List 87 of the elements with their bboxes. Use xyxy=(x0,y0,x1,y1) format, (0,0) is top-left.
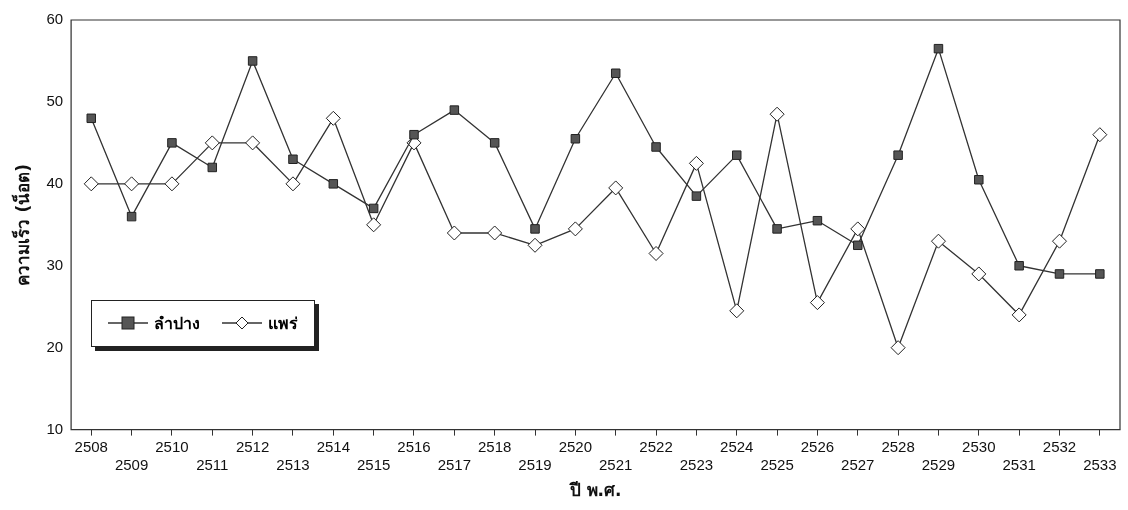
point xyxy=(487,225,503,241)
point xyxy=(285,176,301,192)
x-tick-label: 2514 xyxy=(316,437,350,455)
point xyxy=(1014,261,1024,271)
x-tick-label: 2521 xyxy=(599,455,633,473)
point xyxy=(204,135,220,151)
x-tick-label: 2517 xyxy=(437,455,472,473)
x-tick-label: 2518 xyxy=(478,437,512,455)
point xyxy=(527,237,543,253)
y-tick-label: 10 xyxy=(46,419,64,437)
point xyxy=(83,176,99,192)
point xyxy=(124,176,140,192)
x-tick-label: 2510 xyxy=(155,437,189,455)
point xyxy=(974,175,984,185)
x-tick-label: 2520 xyxy=(558,437,593,455)
legend-label: ลำปาง xyxy=(154,312,201,335)
point xyxy=(1011,307,1027,323)
point xyxy=(164,176,180,192)
point xyxy=(1092,127,1108,143)
y-axis-title: ความเร็ว (น็อต) xyxy=(10,164,33,286)
point xyxy=(971,266,987,282)
point xyxy=(933,43,944,54)
x-tick-label: 2527 xyxy=(841,455,875,473)
x-tick-label: 2512 xyxy=(235,437,270,455)
x-tick-label: 2528 xyxy=(881,437,915,455)
x-tick-label: 2515 xyxy=(356,455,391,473)
point xyxy=(409,129,419,140)
point xyxy=(691,191,702,201)
x-tick-label: 2531 xyxy=(1002,455,1036,473)
y-tick-label: 50 xyxy=(46,92,64,110)
point xyxy=(890,340,906,356)
x-tick-label: 2533 xyxy=(1083,455,1117,473)
point xyxy=(530,224,540,234)
point xyxy=(245,135,261,151)
point xyxy=(449,105,460,115)
point xyxy=(570,134,581,144)
point xyxy=(809,295,825,311)
point xyxy=(648,245,664,261)
point xyxy=(651,142,661,152)
point xyxy=(328,179,339,189)
point xyxy=(893,150,903,160)
point xyxy=(1054,269,1065,279)
point xyxy=(769,106,785,122)
point xyxy=(1051,233,1067,249)
point xyxy=(247,56,258,66)
point xyxy=(368,203,379,214)
point xyxy=(325,110,341,126)
legend-label: แพร่ xyxy=(268,312,299,335)
point xyxy=(446,225,462,241)
x-tick-label: 2530 xyxy=(962,437,996,455)
x-tick-label: 2525 xyxy=(760,455,794,473)
point xyxy=(126,211,137,222)
point xyxy=(688,155,704,171)
x-tick-label: 2509 xyxy=(114,455,149,473)
x-tick-label: 2529 xyxy=(921,455,956,473)
x-tick-label: 2524 xyxy=(720,437,754,455)
point xyxy=(366,217,382,233)
y-tick-label: 40 xyxy=(46,173,64,191)
x-tick-label: 2511 xyxy=(196,455,229,473)
point xyxy=(1095,269,1105,279)
point xyxy=(567,221,583,237)
x-axis-title: ปี พ.ศ. xyxy=(568,480,622,501)
point xyxy=(86,113,96,124)
x-tick-label: 2519 xyxy=(518,455,552,473)
point xyxy=(610,68,621,78)
point xyxy=(288,154,298,165)
x-tick-label: 2526 xyxy=(800,437,835,455)
point xyxy=(812,215,823,226)
x-tick-label: 2508 xyxy=(74,437,108,455)
point xyxy=(207,162,218,173)
y-tick-label: 60 xyxy=(46,10,64,28)
y-tick-label: 20 xyxy=(46,337,64,355)
point xyxy=(167,138,177,148)
point xyxy=(729,303,745,319)
x-tick-label: 2523 xyxy=(679,455,714,473)
point xyxy=(850,221,866,237)
point xyxy=(608,180,624,196)
point xyxy=(732,150,742,160)
x-tick-label: 2522 xyxy=(639,437,673,455)
x-tick-label: 2532 xyxy=(1042,437,1077,455)
y-tick-label: 30 xyxy=(46,255,64,273)
x-tick-label: 2513 xyxy=(276,455,310,473)
point xyxy=(489,138,500,148)
point xyxy=(930,233,946,249)
x-tick-label: 2516 xyxy=(397,437,431,455)
point xyxy=(853,240,863,251)
point xyxy=(772,224,782,234)
